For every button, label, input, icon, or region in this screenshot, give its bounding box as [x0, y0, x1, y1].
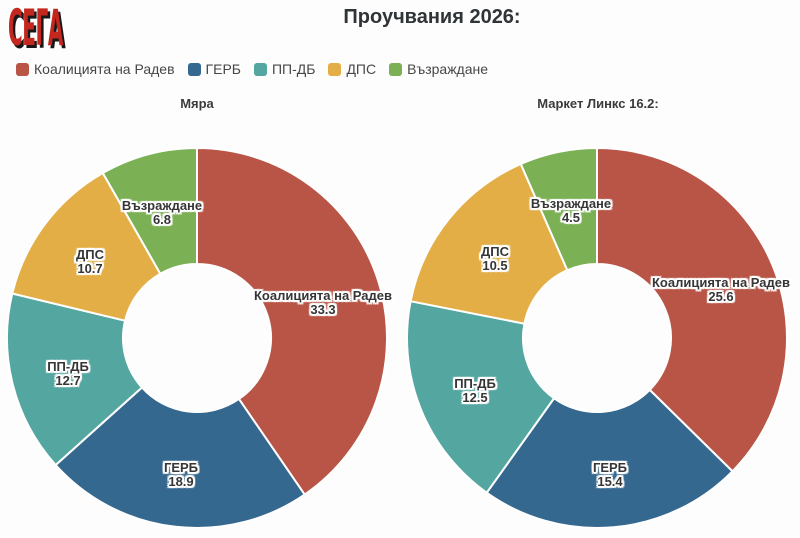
- legend-item-0: Коалицията на Радев: [16, 61, 175, 77]
- slice-label-value: 18.9: [168, 474, 194, 489]
- slice-label-value: 10.5: [482, 258, 508, 273]
- slice-label-value: 10.7: [77, 261, 103, 276]
- slice-label-name: ГЕРБ: [592, 460, 628, 475]
- slice-label-0-4: Възраждане 6.8: [122, 199, 202, 227]
- slice-label-value: 33.3: [310, 302, 336, 317]
- legend-swatch-icon: [253, 62, 267, 76]
- slice-label-name: ПП-ДБ: [47, 359, 89, 374]
- slice-label-1-2: ПП-ДБ 12.5: [454, 377, 496, 405]
- pie-slice-1-4: [519, 147, 598, 272]
- legend-item-4: Възраждане: [389, 61, 488, 77]
- legend-item-2: ПП-ДБ: [253, 61, 316, 77]
- slice-label-name: ПП-ДБ: [454, 376, 496, 391]
- slice-label-value: 6.8: [152, 212, 172, 227]
- chart-legend: Коалицията на Радев ГЕРБ ПП-ДБ ДПС Възраждан…: [16, 61, 488, 77]
- slice-label-value: 25.6: [708, 289, 734, 304]
- pie-slice-1-3: [409, 162, 569, 325]
- slice-label-1-0: Коалицията на Радев 25.6: [652, 276, 790, 304]
- legend-swatch-icon: [16, 62, 29, 76]
- slice-label-0-2: ПП-ДБ 12.7: [47, 360, 89, 388]
- legend-item-1: ГЕРБ: [187, 61, 241, 77]
- slice-label-value: 12.7: [55, 373, 81, 388]
- legend-label: Възраждане: [407, 61, 489, 77]
- donut-chart-myara: [6, 147, 388, 530]
- legend-label: ДПС: [346, 61, 377, 77]
- slice-label-1-3: ДПС 10.5: [481, 245, 509, 273]
- legend-label: ПП-ДБ: [271, 61, 316, 77]
- slice-label-name: ГЕРБ: [163, 460, 199, 475]
- slice-label-name: Коалицията на Радев: [651, 275, 791, 290]
- slice-label-name: ДПС: [481, 244, 509, 259]
- slice-label-value: 4.5: [561, 210, 581, 225]
- slice-label-1-4: Възраждане 4.5: [531, 197, 611, 225]
- legend-swatch-icon: [187, 62, 201, 76]
- chart-title-market-links: Маркет Линкс 16.2:: [537, 96, 659, 111]
- slice-label-0-3: ДПС 10.7: [76, 248, 104, 276]
- pie-slice-1-0: [596, 147, 788, 473]
- chart-title-myara: Мяра: [180, 96, 214, 111]
- page-title: Проучвания 2026:: [343, 6, 521, 28]
- slice-label-0-1: ГЕРБ 18.9: [164, 461, 198, 489]
- slice-label-name: Коалицията на Радев: [253, 288, 393, 303]
- slice-label-value: 15.4: [597, 474, 623, 489]
- pie-slice-0-2: [6, 292, 143, 466]
- legend-item-3: ДПС: [328, 61, 376, 77]
- donut-chart-market-links: [406, 147, 788, 529]
- pie-slice-1-2: [406, 300, 556, 494]
- slice-label-value: 12.5: [462, 390, 488, 405]
- sega-logo: СЕГА: [8, 0, 63, 57]
- slice-label-0-0: Коалицията на Радев 33.3: [254, 289, 392, 317]
- legend-swatch-icon: [389, 62, 403, 76]
- legend-swatch-icon: [328, 62, 342, 76]
- pie-slice-0-0: [196, 147, 388, 496]
- slice-label-name: Възраждане: [530, 196, 612, 211]
- pie-slice-0-4: [101, 147, 198, 275]
- slice-label-1-1: ГЕРБ 15.4: [593, 461, 627, 489]
- legend-label: ГЕРБ: [205, 61, 241, 77]
- slice-label-name: Възраждане: [121, 198, 203, 213]
- legend-label: Коалицията на Радев: [34, 61, 175, 77]
- slice-label-name: ДПС: [76, 247, 104, 262]
